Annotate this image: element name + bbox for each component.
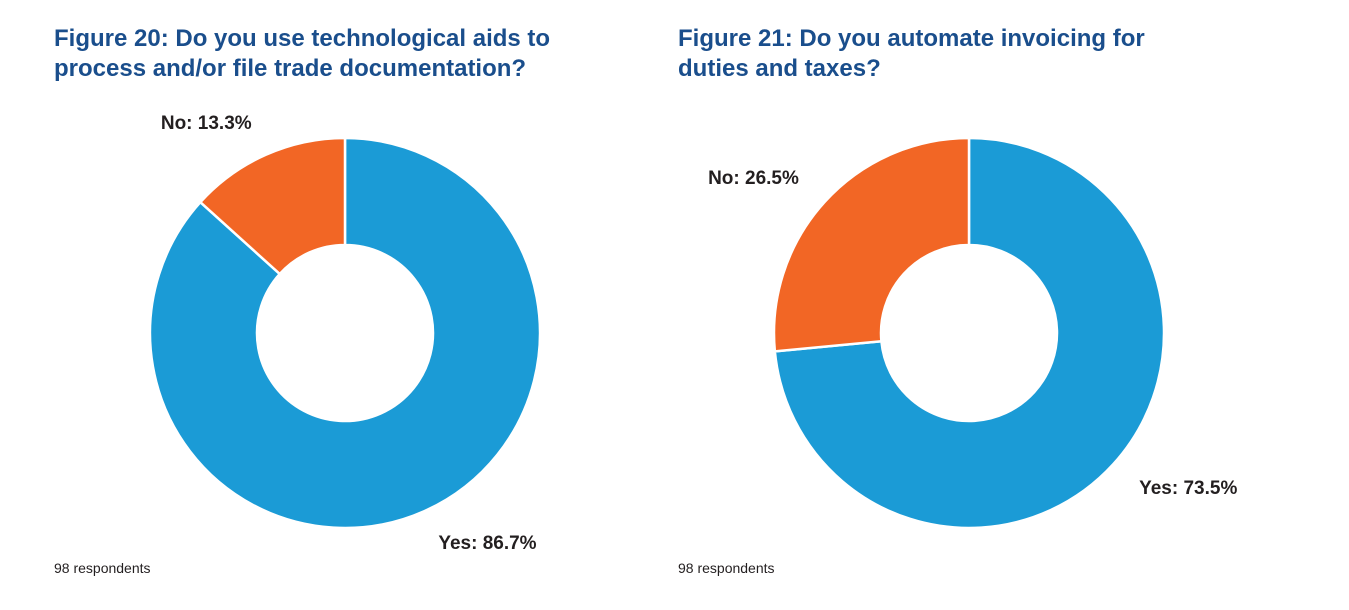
respondents-note: 98 respondents [678,560,775,576]
chart-title: Figure 20: Do you use technological aids… [54,25,551,82]
chart-panel-figure-20: Figure 20: Do you use technological aids… [0,0,620,610]
donut-slice-yes [773,136,1166,530]
respondents-note: 98 respondents [54,560,151,576]
donut-slice-no [199,136,347,276]
slice-label-no: No: 26.5% [708,168,799,189]
slice-label-no: No: 13.3% [161,113,252,134]
donut-chart: Yes: 86.7% No: 13.3% [148,113,542,554]
slice-label-yes: Yes: 73.5% [1139,478,1237,499]
slice-label-yes: Yes: 86.7% [438,533,536,554]
chart-panel-figure-21: Figure 21: Do you automate invoicing for… [624,0,1244,610]
donut-slice-yes [148,136,542,530]
donut-slice-no [772,136,971,353]
chart-title: Figure 21: Do you automate invoicing for… [678,25,1145,82]
donut-chart: Yes: 73.5% No: 26.5% [708,136,1237,530]
